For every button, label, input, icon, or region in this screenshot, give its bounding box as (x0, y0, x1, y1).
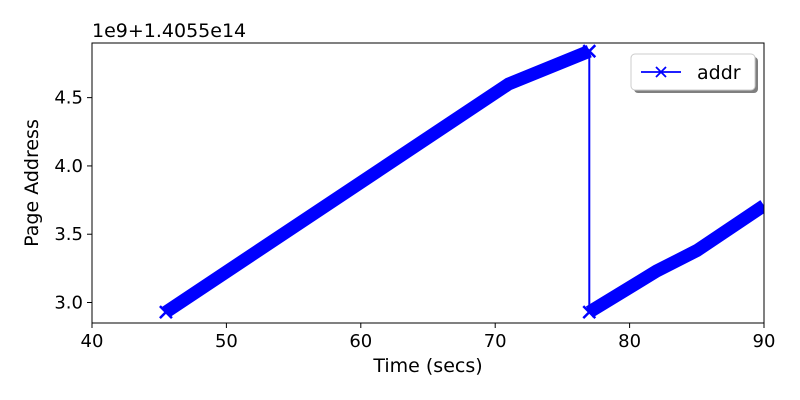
plot-frame (91, 42, 765, 324)
y-tick-label: 3.5 (54, 224, 83, 245)
series-addr-marker (582, 44, 597, 59)
series-addr-marker (582, 305, 597, 319)
x-tick-label: 90 (753, 331, 776, 352)
x-tick-label: 40 (81, 331, 104, 352)
x-tick-label: 60 (349, 331, 372, 352)
x-axis-label: Time (secs) (372, 355, 482, 377)
x-tick-label: 70 (484, 331, 507, 352)
legend: addr (630, 53, 758, 93)
x-tick-label: 80 (618, 331, 641, 352)
legend-series-label: addr (697, 62, 741, 84)
x-axis-ticks: 40 50 60 70 80 90 (81, 323, 776, 352)
series-addr (159, 44, 764, 319)
y-axis-label: Page Address (21, 119, 43, 247)
series-addr-segment-0 (162, 45, 592, 318)
y-tick-label: 4.5 (54, 88, 83, 109)
series-addr-segment-2 (585, 200, 764, 318)
y-tick-label: 3.0 (54, 293, 83, 314)
x-tick-label: 50 (215, 331, 238, 352)
y-axis-ticks: 3.0 3.5 4.0 4.5 (54, 88, 92, 314)
legend-box (630, 53, 756, 91)
legend-series-marker (655, 66, 667, 78)
y-axis-offset-label: 1e9+1.4055e14 (92, 20, 246, 42)
series-addr-marker (159, 305, 173, 319)
data-layer (159, 44, 764, 319)
y-tick-label: 4.0 (54, 156, 83, 177)
